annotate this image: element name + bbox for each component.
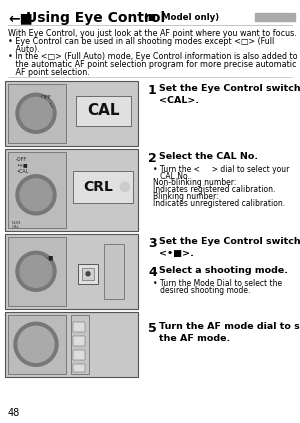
Bar [76, 96, 131, 126]
Text: Using Eye Control: Using Eye Control [26, 11, 165, 25]
Bar [73, 171, 133, 203]
Bar [78, 264, 98, 284]
Text: •+■: •+■ [40, 256, 53, 261]
Bar [73, 336, 85, 346]
Text: Non-blinking number:: Non-blinking number: [153, 179, 236, 187]
Bar [5, 234, 138, 309]
Circle shape [120, 182, 130, 192]
Text: • Eye Control can be used in all shooting modes except <□> (Full: • Eye Control can be used in all shootin… [8, 37, 274, 46]
Text: 2: 2 [148, 152, 157, 165]
Text: Blinking number:: Blinking number: [153, 192, 219, 201]
Text: •CAL: •CAL [16, 169, 28, 174]
Circle shape [18, 326, 54, 363]
Text: CAL No.: CAL No. [153, 172, 190, 181]
Text: • Turn the Mode Dial to select the: • Turn the Mode Dial to select the [153, 279, 282, 288]
Circle shape [16, 251, 56, 291]
Bar [104, 244, 124, 299]
Text: •+■: •+■ [16, 163, 28, 168]
Text: 48: 48 [8, 408, 20, 418]
Text: •ONE SHOT: •ONE SHOT [22, 336, 50, 341]
Text: CRL: CRL [83, 180, 113, 194]
Circle shape [16, 93, 56, 133]
Circle shape [20, 179, 52, 211]
Text: •AI SERVO: •AI SERVO [23, 348, 49, 353]
Text: •CAL: •CAL [38, 103, 52, 108]
Bar [73, 364, 85, 372]
Text: AF point selection.: AF point selection. [8, 68, 90, 77]
Text: With Eye Control, you just look at the AF point where you want to focus.: With Eye Control, you just look at the A… [8, 29, 297, 38]
Text: Set the Eye Control switch to
<•■>.: Set the Eye Control switch to <•■>. [159, 237, 300, 258]
Text: ←■: ←■ [8, 11, 33, 25]
Text: Auto).: Auto). [8, 44, 40, 54]
Bar [8, 237, 66, 306]
Text: CAL: CAL [87, 103, 119, 118]
Circle shape [20, 97, 52, 129]
Bar [73, 322, 85, 332]
Text: Select the CAL No.: Select the CAL No. [159, 152, 258, 161]
Text: i: i [124, 184, 126, 190]
Text: Turn the AF mode dial to select
the AF mode.: Turn the AF mode dial to select the AF m… [159, 322, 300, 343]
Circle shape [16, 175, 56, 215]
Bar [82, 268, 94, 280]
Text: Indicates registered calibration.: Indicates registered calibration. [153, 185, 275, 194]
Text: -OFF: -OFF [16, 157, 27, 162]
Text: 1: 1 [148, 84, 157, 97]
Bar [255, 13, 295, 21]
Text: 3: 3 [148, 237, 157, 250]
Bar [8, 315, 66, 374]
Bar [8, 152, 66, 228]
Text: (■  Model only): (■ Model only) [144, 13, 219, 22]
Circle shape [20, 255, 52, 287]
Circle shape [86, 272, 90, 276]
Text: the automatic AF point selection program for more precise automatic: the automatic AF point selection program… [8, 60, 296, 69]
Bar [5, 149, 138, 231]
Text: CAL: CAL [12, 225, 20, 229]
Bar [5, 312, 138, 377]
Text: Indicates unregistered calibration.: Indicates unregistered calibration. [153, 199, 285, 208]
Circle shape [14, 322, 58, 366]
Bar [5, 81, 138, 146]
Text: • In the <□> (Full Auto) mode, Eye Control information is also added to: • In the <□> (Full Auto) mode, Eye Contr… [8, 52, 298, 61]
Text: desired shooting mode.: desired shooting mode. [153, 286, 250, 294]
Bar [71, 315, 89, 374]
Bar [8, 84, 66, 143]
Text: Set the Eye Control switch to
<CAL>.: Set the Eye Control switch to <CAL>. [159, 84, 300, 104]
Text: -OFF: -OFF [40, 95, 52, 100]
Text: 4: 4 [148, 266, 157, 279]
Text: 5: 5 [148, 322, 157, 335]
Text: Select a shooting mode.: Select a shooting mode. [159, 266, 288, 275]
Text: • Turn the <     > dial to select your: • Turn the < > dial to select your [153, 165, 290, 174]
Bar [73, 350, 85, 360]
Text: NON: NON [12, 221, 21, 225]
Text: •AI FOCUS: •AI FOCUS [23, 342, 49, 347]
